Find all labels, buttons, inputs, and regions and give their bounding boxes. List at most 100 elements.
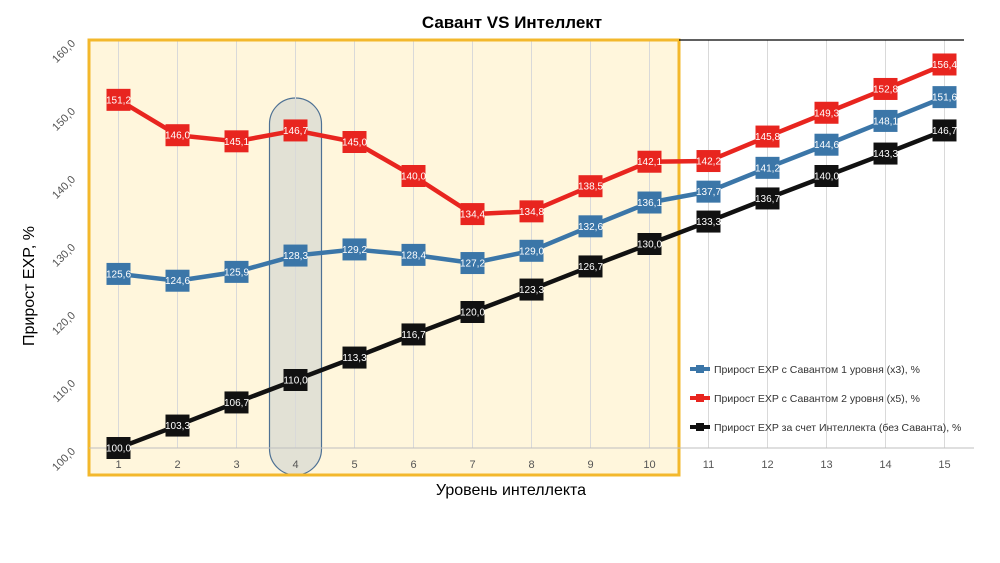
data-point-marker: [755, 125, 780, 148]
x-tick-label: 14: [879, 459, 891, 471]
x-tick-label: 12: [761, 459, 773, 471]
data-point-marker: [106, 88, 131, 111]
legend-marker-3: [696, 423, 704, 431]
data-label: 124,6: [165, 276, 190, 287]
data-label: 145,1: [224, 137, 249, 148]
data-point-marker: [224, 130, 249, 153]
data-label: 146,7: [283, 126, 308, 137]
data-point-marker: [165, 414, 190, 437]
data-point-marker: [106, 262, 131, 285]
data-label: 100,0: [106, 444, 131, 455]
data-point-marker: [755, 187, 780, 210]
x-tick-label: 9: [587, 459, 593, 471]
data-label: 110,0: [283, 376, 308, 387]
data-point-marker: [932, 53, 957, 76]
data-label: 128,3: [283, 251, 308, 262]
data-label: 146,0: [165, 131, 190, 142]
data-label: 142,1: [637, 157, 662, 168]
y-tick-label: 160,0: [50, 38, 78, 66]
data-point-marker: [696, 210, 721, 233]
data-label: 126,7: [578, 262, 603, 273]
legend: Прирост EXP с Савантом 1 уровня (x3), % П…: [690, 364, 961, 434]
x-tick-label: 11: [703, 459, 714, 471]
data-point-marker: [106, 437, 131, 459]
data-point-marker: [578, 215, 603, 238]
y-tick-label: 140,0: [50, 174, 78, 202]
data-point-marker: [932, 119, 957, 142]
data-point-marker: [932, 86, 957, 109]
legend-entry-1: Прирост EXP с Савантом 1 уровня (x3), %: [714, 364, 920, 376]
data-point-marker: [460, 301, 485, 323]
data-label: 148,1: [873, 116, 898, 127]
data-label: 134,4: [460, 210, 485, 221]
x-tick-label: 2: [174, 459, 180, 471]
y-axis-title: Прирост EXP, %: [21, 226, 38, 346]
data-point-marker: [755, 156, 780, 179]
data-label: 151,2: [106, 95, 131, 106]
data-label: 113,3: [342, 353, 367, 364]
x-tick-label: 1: [115, 459, 121, 471]
x-tick-label: 4: [292, 459, 298, 471]
data-point-marker: [814, 101, 839, 124]
data-label: 156,4: [932, 60, 957, 71]
x-tick-label: 13: [820, 459, 832, 471]
data-label: 140,0: [814, 172, 839, 183]
data-point-marker: [342, 346, 367, 369]
data-label: 141,2: [755, 163, 780, 174]
data-point-marker: [578, 175, 603, 198]
data-label: 145,8: [755, 132, 780, 143]
data-label: 143,3: [873, 149, 898, 160]
data-point-marker: [342, 238, 367, 261]
data-label: 146,7: [932, 126, 957, 137]
data-point-marker: [578, 255, 603, 278]
data-point-marker: [224, 391, 249, 414]
data-point-marker: [460, 252, 485, 275]
data-point-marker: [637, 150, 662, 173]
data-point-marker: [224, 260, 249, 283]
data-label: 136,7: [755, 194, 780, 205]
data-point-marker: [814, 133, 839, 156]
data-label: 125,9: [224, 267, 249, 278]
data-point-marker: [460, 203, 485, 226]
data-point-marker: [165, 124, 190, 147]
y-tick-label: 100,0: [50, 446, 78, 474]
data-label: 152,8: [873, 84, 898, 95]
data-label: 123,3: [519, 285, 544, 296]
x-tick-label: 8: [528, 459, 534, 471]
data-label: 116,7: [401, 330, 426, 341]
data-label: 125,6: [106, 269, 131, 280]
data-label: 136,1: [637, 198, 662, 209]
data-label: 130,0: [637, 240, 662, 251]
data-label: 106,7: [224, 398, 249, 409]
x-tick-label: 6: [410, 459, 416, 471]
data-point-marker: [814, 165, 839, 187]
highlight-range-border: [87, 38, 681, 477]
data-point-marker: [519, 200, 544, 223]
legend-entry-3: Прирост EXP за счет Интеллекта (без Сава…: [714, 422, 961, 434]
data-point-marker: [401, 243, 426, 266]
x-tick-label: 5: [351, 459, 357, 471]
data-label: 137,7: [696, 187, 721, 198]
legend-marker-2: [696, 394, 704, 402]
data-label: 142,2: [696, 157, 721, 168]
data-point-marker: [873, 77, 898, 100]
data-label: 132,6: [578, 222, 603, 233]
data-point-marker: [519, 239, 544, 262]
x-tick-label: 15: [938, 459, 950, 471]
data-point-marker: [401, 165, 426, 187]
data-label: 129,0: [519, 246, 544, 257]
data-label: 140,0: [401, 172, 426, 183]
data-label: 129,2: [342, 245, 367, 256]
data-label: 128,4: [401, 250, 426, 261]
data-point-marker: [342, 131, 367, 153]
data-point-marker: [696, 150, 721, 173]
y-tick-label: 150,0: [50, 106, 78, 134]
data-label: 134,8: [519, 207, 544, 218]
data-point-marker: [519, 278, 544, 301]
data-label: 103,3: [165, 421, 190, 432]
data-label: 127,2: [460, 259, 485, 270]
x-tick-label: 7: [469, 459, 475, 471]
y-tick-label: 130,0: [50, 242, 78, 270]
data-label: 145,0: [342, 138, 367, 149]
data-point-marker: [637, 191, 662, 214]
